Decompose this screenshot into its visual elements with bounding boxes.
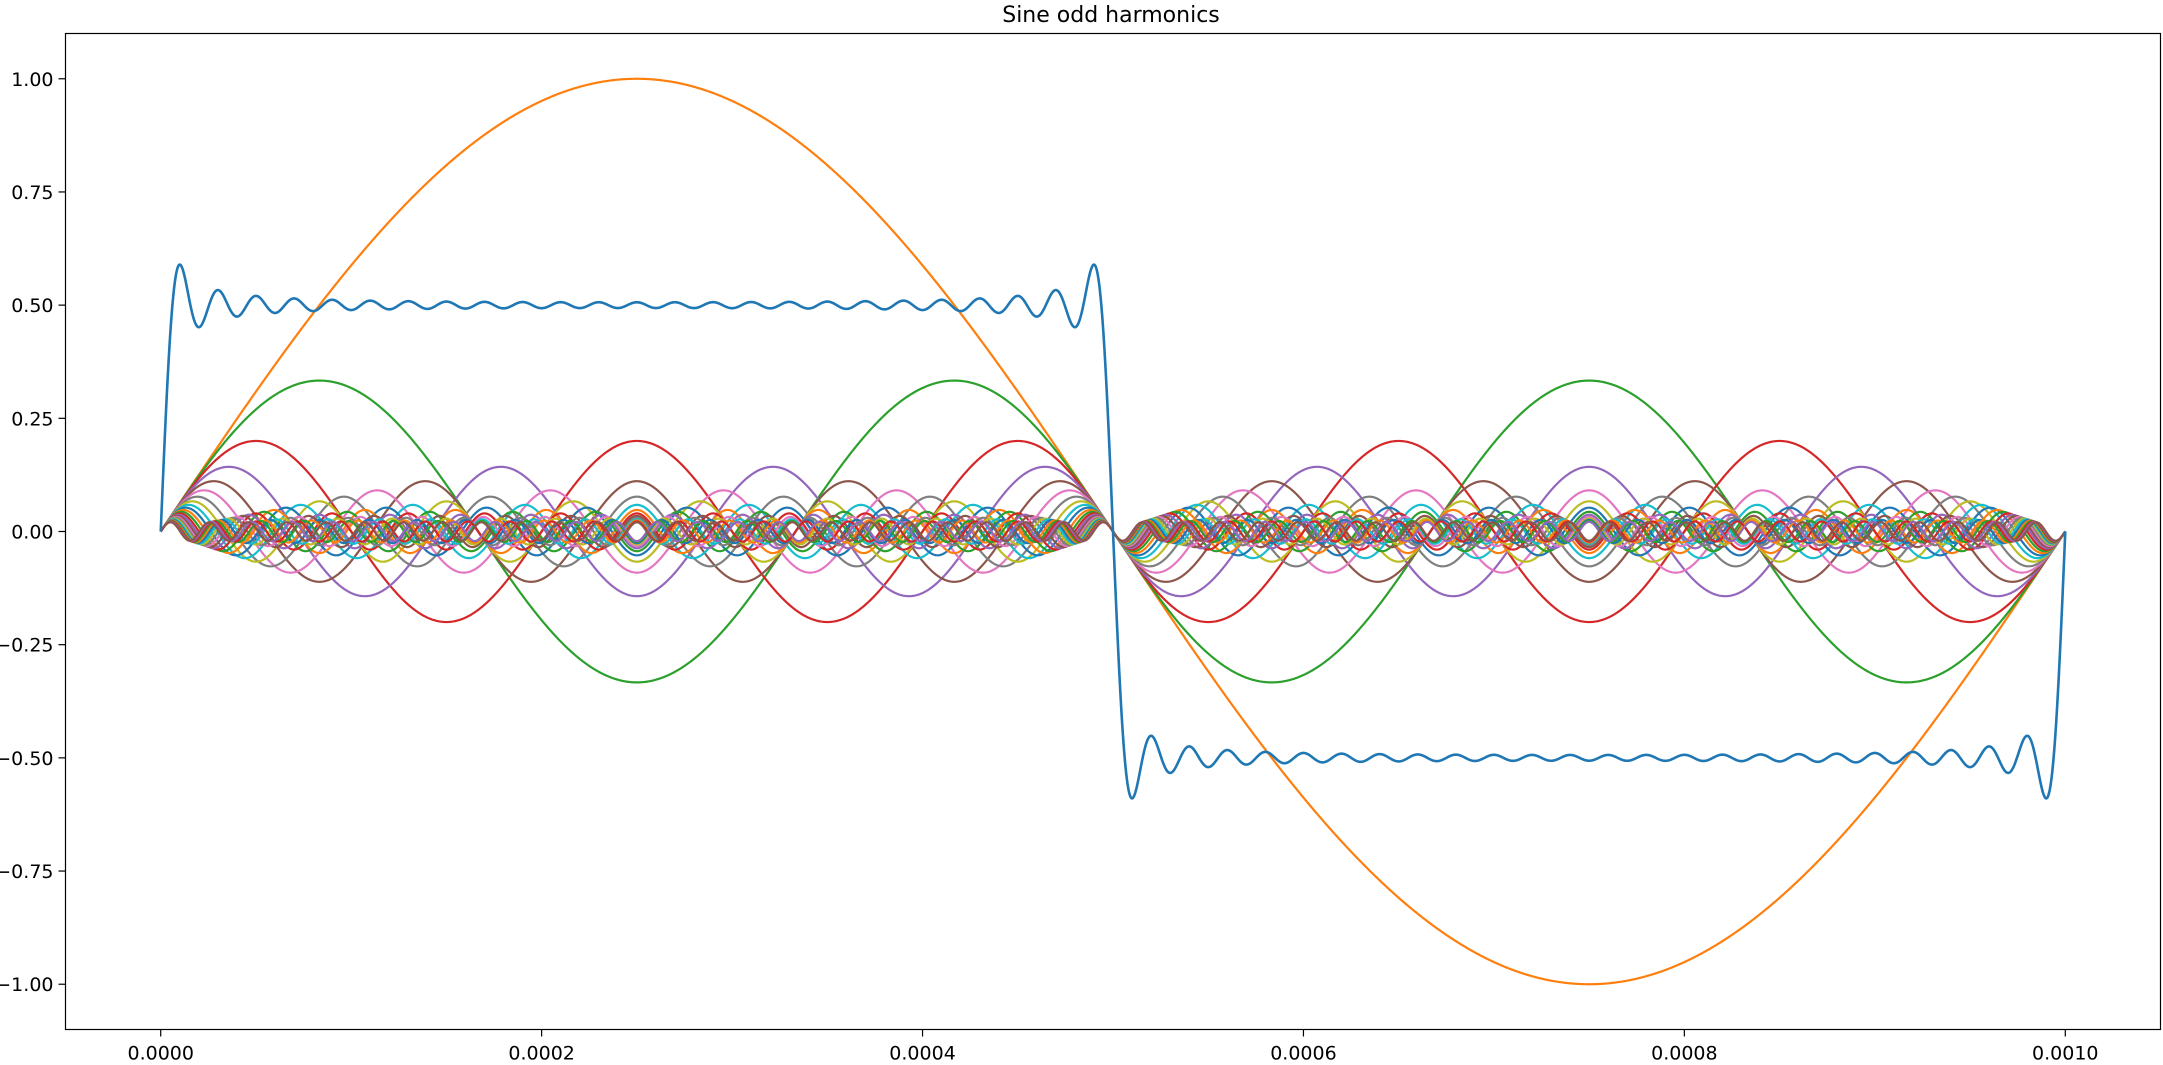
y-tick-label: −0.50 — [0, 748, 54, 770]
y-tick-label: 0.75 — [11, 182, 53, 204]
plot-frame — [64, 32, 2162, 1031]
y-tick-label: 0.50 — [11, 295, 53, 317]
y-tick-label: −0.75 — [0, 861, 54, 883]
x-tick-label: 0.0000 — [127, 1043, 193, 1065]
x-tick-label: 0.0004 — [889, 1043, 955, 1065]
x-tick-label: 0.0006 — [1270, 1043, 1336, 1065]
axes-layer: 0.0000 0.0002 0.0004 0.0006 0.0008 0.0010 1.00… — [0, 69, 2099, 1065]
series-layer — [159, 77, 2067, 986]
x-tick-label: 0.0010 — [2032, 1043, 2098, 1065]
x-tick-label: 0.0002 — [508, 1043, 574, 1065]
harmonic-sum-line — [159, 263, 2067, 800]
y-tick-label: 0.00 — [11, 522, 53, 544]
y-tick-label: −1.00 — [0, 974, 54, 996]
x-tick-label: 0.0008 — [1651, 1043, 1717, 1065]
y-tick-label: 1.00 — [11, 69, 53, 91]
chart-title: Sine odd harmonics — [1002, 3, 1220, 28]
y-tick-label: −0.25 — [0, 635, 54, 657]
y-tick-label: 0.25 — [11, 408, 53, 430]
